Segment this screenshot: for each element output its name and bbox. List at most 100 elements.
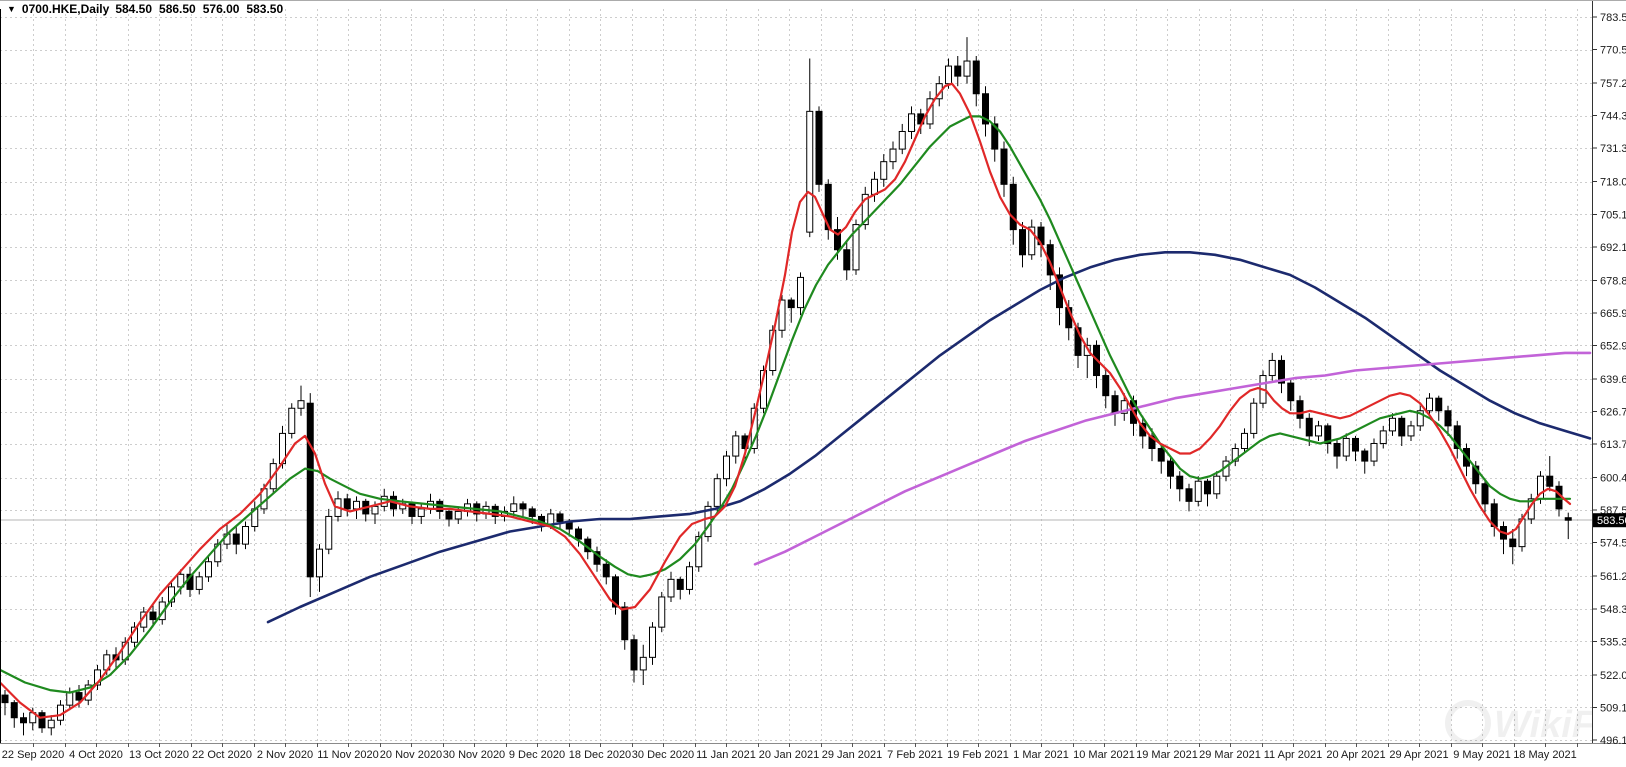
candle — [1000, 141, 1008, 197]
time-axis[interactable]: 22 Sep 2020 4 Oct 2020 13 Oct 2020 22 Oct 2… — [2, 743, 1578, 761]
candle — [1426, 393, 1433, 416]
candle — [723, 451, 730, 487]
candle — [871, 171, 878, 202]
candle — [797, 272, 804, 316]
time-axis-label: 10 Mar 2021 — [1073, 749, 1135, 761]
time-axis-label: 29 Apr 2021 — [1389, 749, 1448, 761]
candle — [1231, 443, 1239, 467]
candle — [1407, 420, 1415, 441]
price-axis-label: 535.35 — [1600, 636, 1626, 648]
price-axis-label: 561.25 — [1600, 571, 1626, 583]
candle — [10, 700, 18, 728]
candle — [1352, 435, 1359, 462]
candle — [1379, 425, 1387, 449]
candle — [1287, 378, 1295, 411]
ohlc-low-value: 576.00 — [202, 2, 240, 16]
candle — [38, 710, 46, 733]
time-axis-label: 11 Jan 2021 — [696, 749, 756, 761]
candle — [1093, 340, 1100, 389]
candle — [732, 430, 740, 464]
candle — [1509, 529, 1517, 565]
time-axis-label: 9 Dec 2020 — [509, 749, 565, 761]
candle — [1204, 478, 1211, 507]
candle — [288, 403, 296, 439]
candle — [205, 556, 212, 582]
candle — [1019, 222, 1026, 268]
candle — [1083, 337, 1091, 379]
time-axis-label: 29 Jan 2021 — [822, 749, 883, 761]
time-axis-label: 19 Feb 2021 — [947, 749, 1009, 761]
candle — [158, 596, 166, 625]
time-axis-label: 19 Mar 2021 — [1136, 749, 1198, 761]
time-axis-label: 20 Jan 2021 — [759, 749, 820, 761]
candle — [1296, 395, 1304, 429]
price-axis-label: 718.05 — [1600, 177, 1626, 189]
candle — [1453, 420, 1461, 459]
price-axis-label: 626.70 — [1600, 407, 1626, 419]
candle — [686, 561, 693, 595]
candle — [1472, 461, 1480, 494]
price-axis-label: 757.25 — [1600, 78, 1626, 90]
candle — [649, 622, 656, 665]
candle — [713, 473, 721, 512]
candle — [242, 521, 249, 550]
time-axis-label: 29 Mar 2021 — [1199, 749, 1261, 761]
candle — [1194, 476, 1202, 507]
symbol-marker-icon: ▼ — [7, 4, 16, 14]
time-axis-label: 30 Dec 2020 — [632, 749, 694, 761]
price-axis-label: 770.55 — [1600, 45, 1626, 57]
ohlc-close-value: 583.50 — [246, 2, 284, 16]
price-axis-label: 600.45 — [1600, 473, 1626, 485]
candle — [1361, 448, 1369, 474]
candle — [806, 58, 814, 238]
candle — [1250, 398, 1258, 439]
time-axis-label: 9 May 2021 — [1453, 749, 1510, 761]
candle — [612, 574, 619, 615]
price-axis-label: 692.15 — [1600, 242, 1626, 254]
candle — [1546, 456, 1554, 492]
candle — [880, 154, 888, 187]
candle — [251, 501, 259, 532]
candle — [556, 511, 564, 530]
price-axis-label: 705.10 — [1600, 209, 1626, 221]
symbol-timeframe-label: 0700.HKE,Daily — [21, 2, 110, 16]
time-axis-label: 2 Nov 2020 — [257, 749, 313, 761]
time-axis-background — [0, 743, 1626, 767]
candle — [306, 393, 314, 597]
candle — [1268, 352, 1276, 381]
ma-fast-red-line — [0, 82, 1572, 719]
candle — [1241, 428, 1248, 454]
symbol-info-bar: ▼ 0700.HKE,Daily 584.50 586.50 576.00 58… — [7, 2, 283, 16]
candle — [1213, 471, 1221, 499]
candle — [593, 546, 601, 572]
candle — [390, 491, 397, 517]
price-axis-label: 509.10 — [1600, 702, 1626, 714]
price-axis-label: 613.75 — [1600, 439, 1626, 451]
current-price-tag: 583.50 — [1593, 513, 1626, 528]
candle — [824, 179, 832, 240]
candle — [149, 604, 157, 628]
candle — [1056, 267, 1063, 326]
price-axis-label: 731.35 — [1600, 143, 1626, 155]
candle — [1102, 367, 1110, 409]
candle — [852, 219, 860, 275]
candle — [408, 501, 416, 524]
candle — [898, 123, 906, 155]
candle — [445, 508, 453, 527]
price-axis-label: 678.85 — [1600, 275, 1626, 287]
price-axis-background — [1592, 1, 1626, 743]
candle — [954, 55, 962, 87]
candle — [1324, 423, 1332, 454]
candle — [861, 186, 869, 230]
candle — [1416, 405, 1424, 431]
candle — [630, 634, 638, 683]
candle — [316, 544, 323, 592]
candle — [1500, 521, 1507, 555]
grid-lines — [0, 9, 1592, 743]
time-axis-label: 7 Feb 2021 — [887, 749, 943, 761]
candle — [982, 86, 989, 137]
candle — [815, 106, 823, 192]
price-axis-label: 548.30 — [1600, 604, 1626, 616]
candle — [1028, 219, 1036, 260]
